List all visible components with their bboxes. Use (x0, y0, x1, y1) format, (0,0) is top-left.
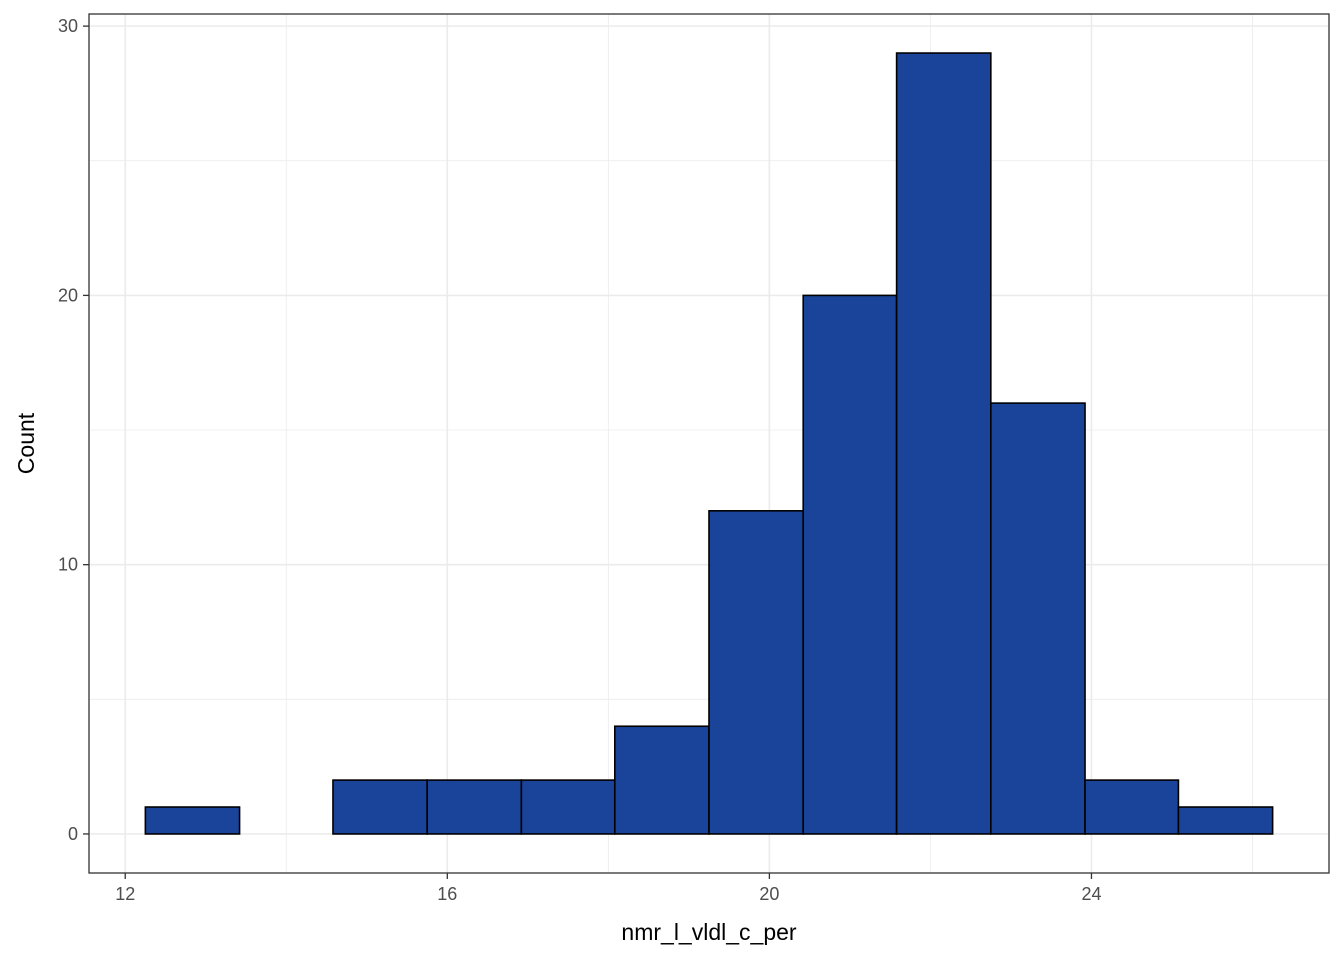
histogram-bar (895, 52, 992, 835)
histogram-bar (520, 779, 616, 835)
histogram-bar (1177, 806, 1274, 835)
y-tick-label: 30 (58, 16, 78, 36)
histogram-bar (613, 725, 710, 835)
x-tick-label: 12 (115, 884, 135, 904)
histogram-bars (144, 52, 1274, 835)
y-tick-label: 0 (68, 824, 78, 844)
axis-ticks (83, 25, 1093, 879)
histogram-bar (332, 779, 428, 835)
y-tick-label: 10 (58, 555, 78, 575)
tick-labels: 12 16 20 24 0 10 20 30 (58, 16, 1102, 904)
y-axis-title: Count (13, 412, 39, 474)
histogram-bar (708, 510, 805, 835)
histogram-bar (144, 806, 241, 835)
y-tick-label: 20 (58, 285, 78, 305)
x-tick-label: 16 (437, 884, 457, 904)
histogram-bar (1084, 779, 1180, 835)
x-tick-label: 24 (1081, 884, 1101, 904)
histogram-bar (990, 402, 1086, 835)
histogram-bar (426, 779, 523, 835)
x-tick-label: 20 (759, 884, 779, 904)
x-axis-title: nmr_l_vldl_c_per (621, 919, 796, 945)
panel-border (88, 13, 1330, 874)
histogram-bar (802, 294, 898, 835)
